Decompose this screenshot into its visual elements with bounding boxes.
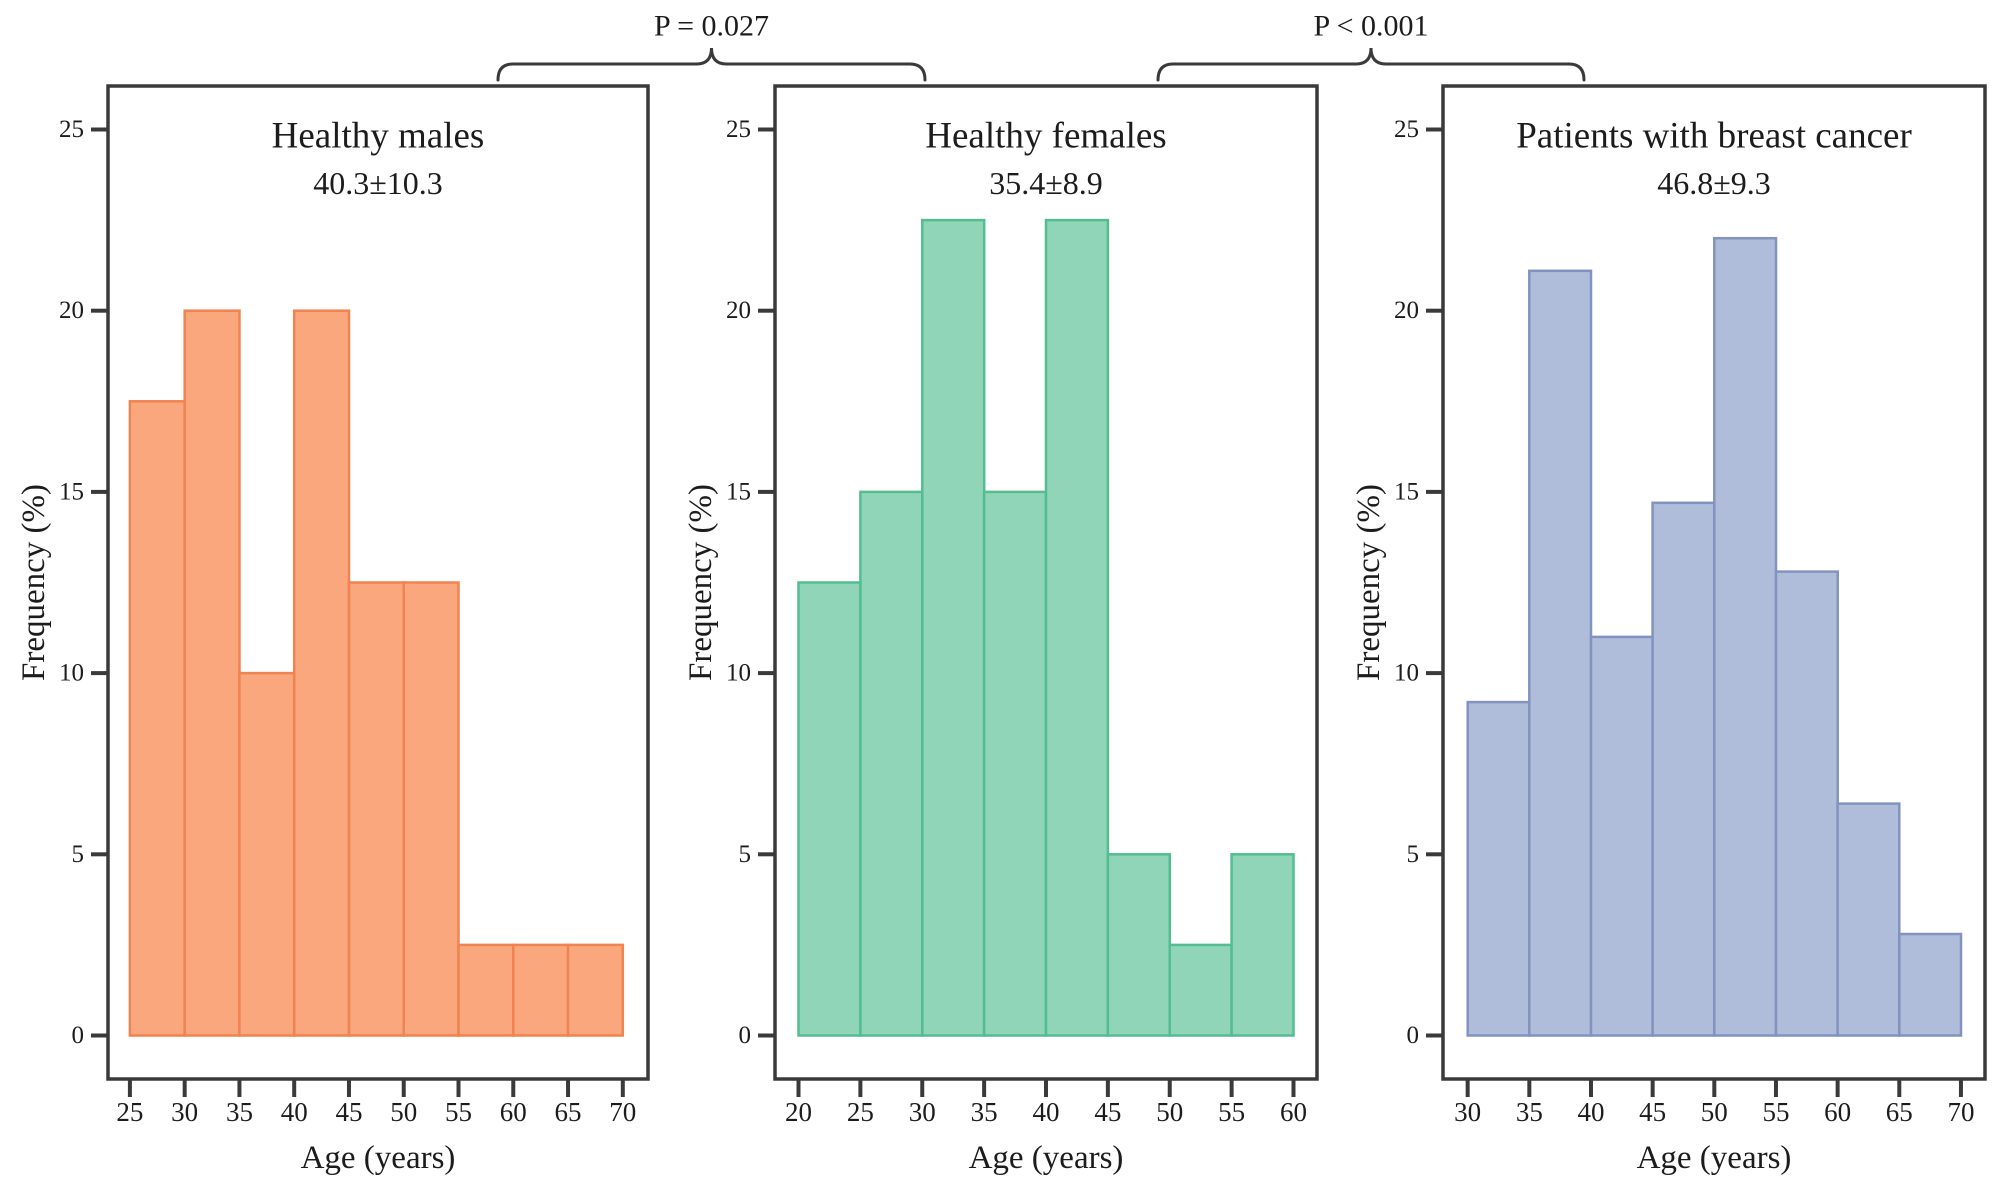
x-tick-label: 25 bbox=[847, 1097, 874, 1127]
panel-border bbox=[1441, 84, 1987, 1081]
significance-bracket-1: P = 0.027 bbox=[496, 10, 927, 82]
histogram-bar bbox=[347, 581, 406, 1037]
y-tick-label: 10 bbox=[1394, 660, 1419, 687]
histogram-bar bbox=[1528, 269, 1593, 1037]
p-value-label: P < 0.001 bbox=[1314, 10, 1429, 43]
x-tick-label: 30 bbox=[1454, 1097, 1481, 1127]
x-tick-label: 55 bbox=[445, 1097, 472, 1127]
x-axis-label: Age (years) bbox=[969, 1140, 1124, 1176]
y-axis-label: Frequency (%) bbox=[16, 484, 52, 681]
histogram-panel-1: 25 30 35 40 45 50 55 60 65 70 0 5 10 15 20 25 Healthy ma… bbox=[16, 84, 650, 1176]
x-tick-label: 65 bbox=[555, 1097, 582, 1127]
y-tick-label: 15 bbox=[1394, 478, 1419, 505]
panel-subtitle: 40.3±10.3 bbox=[313, 165, 443, 201]
histogram-bar bbox=[512, 943, 570, 1037]
histogram-bar bbox=[1230, 853, 1295, 1037]
y-axis-label: Frequency (%) bbox=[1351, 484, 1387, 681]
histogram-bar bbox=[859, 490, 924, 1037]
y-tick-label: 5 bbox=[739, 841, 752, 868]
histogram-bar bbox=[402, 581, 460, 1037]
histogram-bar bbox=[1466, 700, 1531, 1037]
histogram-bar bbox=[1589, 635, 1654, 1037]
x-axis-label: Age (years) bbox=[301, 1140, 456, 1176]
histogram-bar bbox=[1168, 943, 1233, 1037]
histogram-bar bbox=[1713, 236, 1778, 1037]
panel-title: Healthy males bbox=[272, 116, 485, 157]
histogram-bar bbox=[982, 490, 1048, 1037]
x-tick-label: 60 bbox=[1280, 1097, 1307, 1127]
x-tick-label: 50 bbox=[390, 1097, 417, 1127]
histogram-bar bbox=[292, 309, 351, 1037]
x-tick-label: 70 bbox=[1947, 1097, 1974, 1127]
histogram-bar bbox=[797, 581, 862, 1037]
histogram-bar bbox=[921, 218, 986, 1037]
y-tick-label: 15 bbox=[726, 478, 751, 505]
histogram-bar bbox=[183, 309, 241, 1037]
histogram-bar bbox=[1836, 802, 1901, 1037]
y-tick-label: 20 bbox=[59, 297, 84, 324]
x-tick-label: 45 bbox=[335, 1097, 362, 1127]
y-tick-label: 20 bbox=[726, 297, 751, 324]
x-tick-label: 35 bbox=[226, 1097, 253, 1127]
x-tick-label: 50 bbox=[1156, 1097, 1183, 1127]
histogram-bar bbox=[457, 943, 515, 1037]
y-tick-label: 10 bbox=[59, 660, 84, 687]
x-tick-label: 40 bbox=[1577, 1097, 1604, 1127]
histogram-panel-3: 30 35 40 45 50 55 60 65 70 0 5 10 15 20 25 Patients wit… bbox=[1351, 84, 1987, 1176]
y-tick-label: 10 bbox=[726, 660, 751, 687]
panel-border bbox=[773, 84, 1319, 1081]
y-tick-label: 0 bbox=[739, 1022, 752, 1049]
y-tick-label: 5 bbox=[1407, 841, 1420, 868]
y-axis-label: Frequency (%) bbox=[683, 484, 719, 681]
histogram-bar bbox=[1044, 218, 1110, 1037]
y-tick-label: 0 bbox=[1407, 1022, 1420, 1049]
histogram-panel-2: 20 25 30 35 40 45 50 55 60 0 5 10 15 20 25 Healthy fema… bbox=[683, 84, 1319, 1176]
y-tick-label: 0 bbox=[72, 1022, 85, 1049]
histogram-bar bbox=[128, 400, 186, 1037]
x-tick-label: 70 bbox=[609, 1097, 636, 1127]
panel-title: Healthy females bbox=[925, 116, 1166, 157]
y-tick-label: 5 bbox=[72, 841, 85, 868]
x-tick-label: 45 bbox=[1094, 1097, 1121, 1127]
x-tick-label: 30 bbox=[909, 1097, 936, 1127]
y-tick-label: 20 bbox=[1394, 297, 1419, 324]
y-tick-label: 15 bbox=[59, 478, 84, 505]
panel-subtitle: 35.4±8.9 bbox=[989, 165, 1103, 201]
histogram-bar bbox=[1898, 932, 1963, 1037]
y-tick-label: 25 bbox=[1394, 116, 1419, 143]
brace-path bbox=[1156, 47, 1586, 82]
panel-title: Patients with breast cancer bbox=[1516, 116, 1912, 157]
x-tick-label: 60 bbox=[1824, 1097, 1851, 1127]
x-tick-label: 40 bbox=[1033, 1097, 1060, 1127]
histogram-bar bbox=[1106, 853, 1172, 1037]
x-tick-label: 60 bbox=[500, 1097, 527, 1127]
x-tick-label: 50 bbox=[1701, 1097, 1728, 1127]
histogram-bar bbox=[1651, 501, 1716, 1037]
brace-path bbox=[496, 47, 927, 82]
y-tick-label: 25 bbox=[59, 116, 84, 143]
histogram-bar bbox=[238, 671, 296, 1037]
x-tick-label: 35 bbox=[1516, 1097, 1543, 1127]
histogram-bar bbox=[566, 943, 625, 1037]
x-tick-label: 30 bbox=[171, 1097, 198, 1127]
y-tick-label: 25 bbox=[726, 116, 751, 143]
x-tick-label: 25 bbox=[116, 1097, 143, 1127]
significance-bracket-2: P < 0.001 bbox=[1156, 10, 1586, 82]
p-value-label: P = 0.027 bbox=[654, 10, 769, 43]
x-tick-label: 20 bbox=[785, 1097, 812, 1127]
histogram-bar bbox=[1774, 570, 1839, 1037]
x-tick-label: 40 bbox=[281, 1097, 308, 1127]
panel-subtitle: 46.8±9.3 bbox=[1657, 165, 1771, 201]
x-tick-label: 65 bbox=[1886, 1097, 1913, 1127]
x-axis-label: Age (years) bbox=[1637, 1140, 1792, 1176]
x-tick-label: 55 bbox=[1218, 1097, 1245, 1127]
x-tick-label: 55 bbox=[1762, 1097, 1789, 1127]
x-tick-label: 45 bbox=[1639, 1097, 1666, 1127]
panel-border bbox=[106, 84, 650, 1081]
x-tick-label: 35 bbox=[971, 1097, 998, 1127]
